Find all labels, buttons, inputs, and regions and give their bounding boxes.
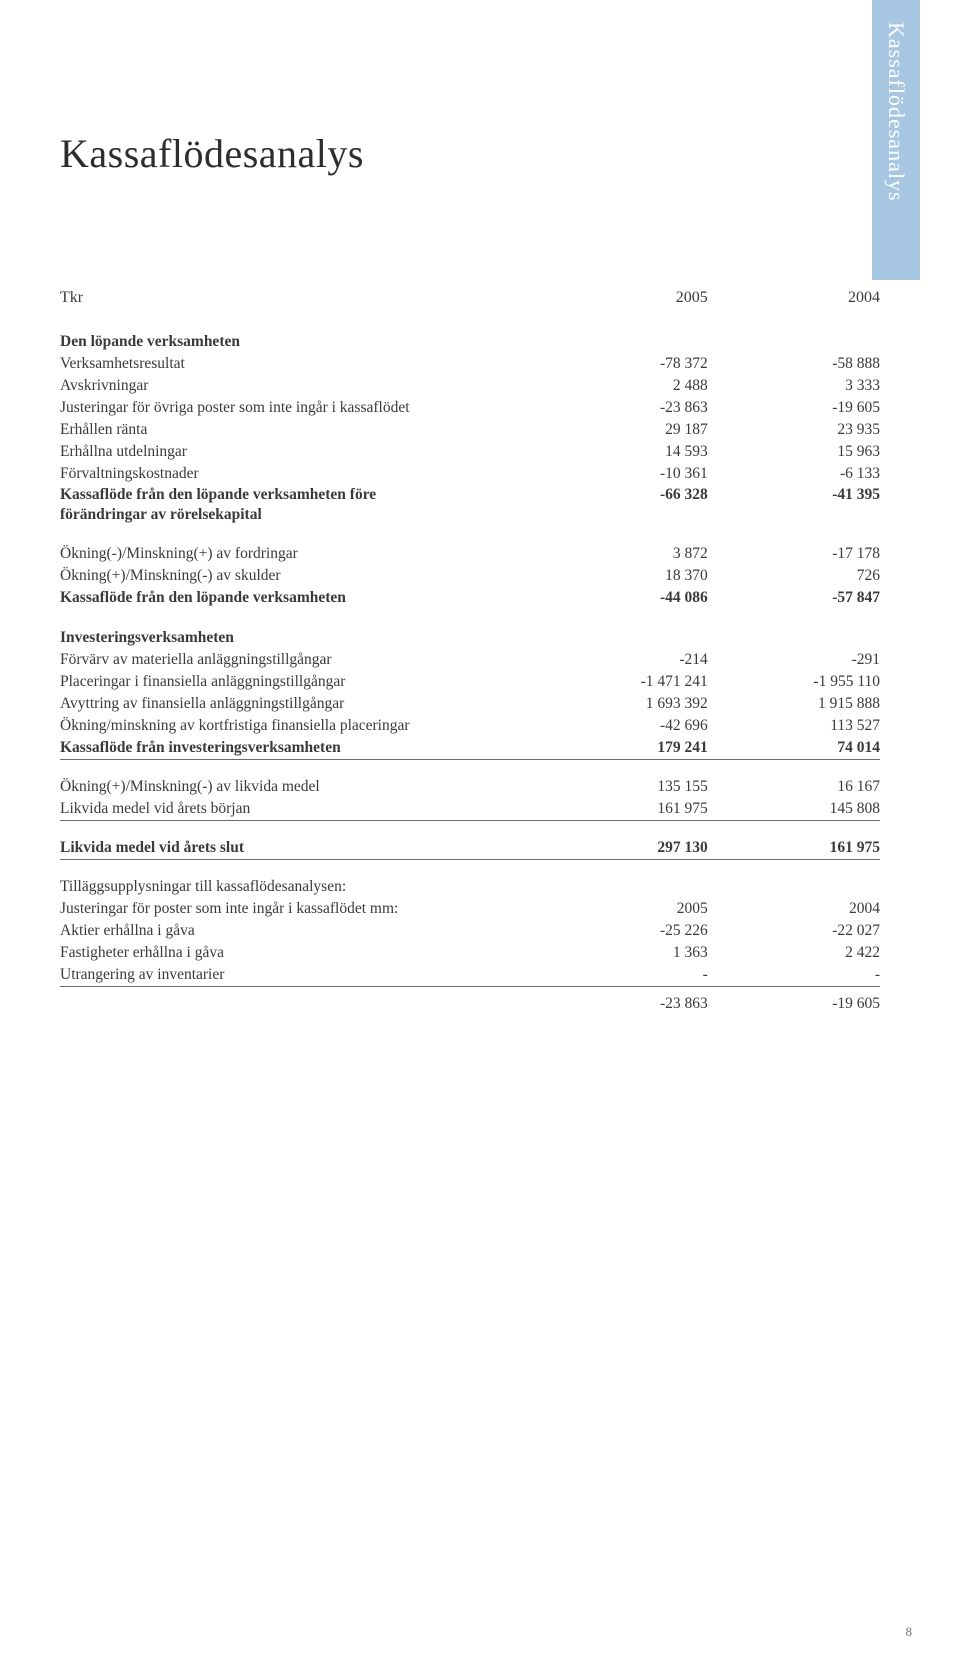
table-row: Fastigheter erhållna i gåva1 3632 422 <box>60 942 880 964</box>
total-row: Likvida medel vid årets slut297 130161 9… <box>60 821 880 860</box>
table-row: Avyttring av finansiella anläggningstill… <box>60 693 880 715</box>
page-number: 8 <box>906 1624 913 1640</box>
page-content: Kassaflödesanalys Tkr 2005 2004 Den löpa… <box>0 0 960 1075</box>
notes-heading: Tilläggsupplysningar till kassaflödesana… <box>60 860 880 899</box>
table-row: Ökning(+)/Minskning(-) av skulder18 3707… <box>60 565 880 587</box>
table-row: Utrangering av inventarier-- <box>60 964 880 987</box>
notes-total-row: -23 863-19 605 <box>60 987 880 1016</box>
table-row: Förvärv av materiella anläggningstillgån… <box>60 649 880 671</box>
cashflow-table: Tkr 2005 2004 Den löpande verksamheten V… <box>60 287 880 1015</box>
section-heading: Investeringsverksamheten <box>60 609 880 649</box>
table-row: Likvida medel vid årets början161 975145… <box>60 798 880 821</box>
table-row: Ökning/minskning av kortfristiga finansi… <box>60 715 880 737</box>
table-row: Aktier erhållna i gåva-25 226-22 027 <box>60 920 880 942</box>
section-2-title: Investeringsverksamheten <box>60 609 536 649</box>
page-title: Kassaflödesanalys <box>60 130 880 177</box>
section-1-title: Den löpande verksamheten <box>60 313 536 353</box>
table-row: Erhållen ränta29 18723 935 <box>60 419 880 441</box>
notes-subheading: Justeringar för poster som inte ingår i … <box>60 898 880 920</box>
table-row: Erhållna utdelningar14 59315 963 <box>60 441 880 463</box>
table-row: Verksamhetsresultat-78 372-58 888 <box>60 353 880 375</box>
table-row: Förvaltningskostnader-10 361-6 133 <box>60 463 880 485</box>
subtotal-row: Kassaflöde från den löpande verksamheten… <box>60 587 880 609</box>
subtotal-row: Kassaflöde från den löpande verksamheten… <box>60 485 880 505</box>
header-year-2: 2004 <box>708 287 880 313</box>
header-year-1: 2005 <box>536 287 708 313</box>
subtotal-row-continuation: förändringar av rörelsekapital <box>60 505 880 525</box>
table-row: Justeringar för övriga poster som inte i… <box>60 397 880 419</box>
subtotal-row: Kassaflöde från investeringsverksamheten… <box>60 737 880 760</box>
table-row: Placeringar i finansiella anläggningstil… <box>60 671 880 693</box>
table-header-row: Tkr 2005 2004 <box>60 287 880 313</box>
table-row: Avskrivningar2 4883 333 <box>60 375 880 397</box>
section-side-tab: Kassaflödesanalys <box>872 0 920 280</box>
table-row: Ökning(-)/Minskning(+) av fordringar3 87… <box>60 525 880 565</box>
section-side-tab-text: Kassaflödesanalys <box>883 22 909 202</box>
section-heading: Den löpande verksamheten <box>60 313 880 353</box>
header-unit: Tkr <box>60 287 536 313</box>
table-row: Ökning(+)/Minskning(-) av likvida medel1… <box>60 760 880 799</box>
